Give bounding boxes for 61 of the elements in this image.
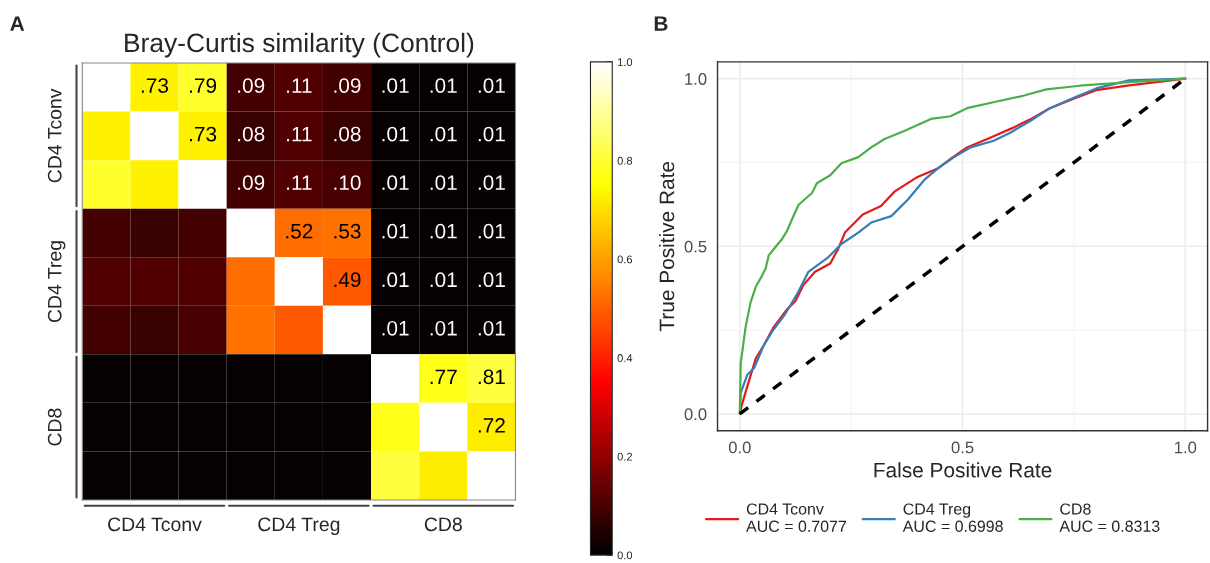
data-label: .08	[334, 126, 361, 142]
legend-label: CD4 Treg AUC = 0.6998	[902, 503, 1003, 532]
data-label: .01	[478, 78, 505, 93]
color-bar-label: 0.0	[617, 551, 633, 560]
data-label: .01	[478, 320, 505, 336]
legend-label: CD4 Tconv AUC = 0.7077	[746, 503, 847, 532]
data-label: .73	[141, 78, 169, 93]
data-label: .52	[286, 223, 313, 239]
y-tick-label: 0.5	[684, 240, 707, 253]
y-tick-label: CD4 Tconv	[47, 88, 62, 183]
color-bar-label: 0.6	[617, 255, 633, 264]
x-tick-label: CD8	[424, 517, 462, 532]
data-label: .72	[478, 417, 505, 433]
data-label: .01	[478, 223, 505, 239]
y-tick-label: CD4 Treg	[47, 241, 66, 323]
data-label: .01	[430, 272, 457, 288]
data-label: .09	[334, 78, 361, 93]
data-label: .01	[382, 78, 409, 93]
y-axis-title: True Positive Rate	[658, 161, 675, 332]
data-label: .77	[430, 369, 457, 384]
data-label: .01	[430, 78, 457, 93]
data-label: .79	[190, 78, 217, 93]
data-label: .01	[478, 175, 505, 191]
text: A	[10, 16, 25, 31]
color-bar-label: 1.0	[617, 58, 633, 67]
data-label: .10	[334, 175, 361, 191]
data-label: .01	[430, 175, 457, 191]
data-label: .49	[334, 272, 361, 288]
color-bar-label: 0.2	[617, 452, 633, 461]
chart-title: Bray-Curtis similarity (Control)	[125, 32, 474, 58]
data-label: .09	[238, 78, 265, 93]
color-bar-label: 0.8	[617, 156, 633, 165]
x-tick-label: CD4 Tconv	[108, 517, 202, 532]
y-tick-label: 1.0	[685, 73, 707, 85]
data-label: .01	[478, 126, 505, 142]
y-tick-label: 0.0	[684, 408, 707, 421]
data-label: .01	[382, 175, 409, 191]
x-tick-label: CD4 Treg	[258, 517, 340, 536]
color-bar-label: 0.4	[617, 354, 633, 362]
x-tick-label: 0.5	[951, 441, 974, 454]
data-label: .53	[334, 223, 361, 239]
legend-label: CD8 AUC = 0.8313	[1059, 503, 1160, 532]
x-axis-title: False Positive Rate	[874, 462, 1052, 478]
data-label: .11	[287, 78, 312, 93]
data-label: .01	[382, 320, 409, 336]
text: B	[654, 16, 668, 31]
data-label: .11	[287, 175, 312, 190]
x-tick-label: 0.0	[728, 441, 751, 454]
x-tick-label: 1.0	[1174, 441, 1197, 454]
data-label: .01	[478, 272, 505, 288]
data-label: .01	[382, 126, 409, 142]
data-label: .11	[287, 126, 312, 142]
data-label: .01	[430, 126, 457, 142]
data-label: .01	[430, 320, 457, 336]
data-label: .01	[430, 223, 457, 239]
data-label: .09	[238, 175, 265, 191]
data-label: .08	[238, 126, 265, 142]
data-label: .73	[190, 126, 217, 142]
data-label: .01	[382, 223, 409, 239]
data-label: .81	[478, 369, 505, 385]
data-label: .01	[382, 272, 409, 288]
